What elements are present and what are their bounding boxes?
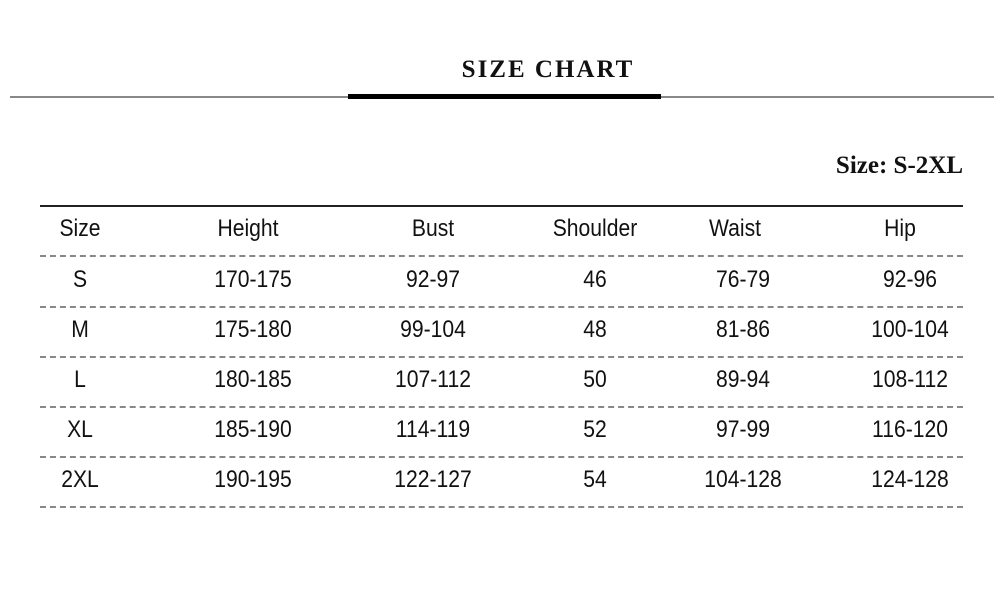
table-cell: 107-112 — [395, 366, 471, 393]
table-cell: 2XL — [61, 466, 99, 493]
table-cell: 185-190 — [214, 416, 292, 443]
table-row: XL 185-190 114-119 52 97-99 116-120 — [40, 406, 963, 458]
column-header: Bust — [411, 215, 455, 242]
table-cell: 50 — [583, 366, 607, 393]
column-header: Waist — [708, 215, 762, 242]
table-row: S 170-175 92-97 46 76-79 92-96 — [40, 256, 963, 308]
table-cell: 124-128 — [871, 466, 949, 493]
table-row: L 180-185 107-112 50 89-94 108-112 — [40, 356, 963, 408]
table-cell: 100-104 — [871, 316, 949, 343]
table-cell: 116-120 — [872, 416, 948, 443]
column-header: Hip — [884, 215, 916, 242]
table-cell: S — [72, 266, 88, 293]
table-cell: 97-99 — [715, 416, 771, 443]
table-cell: M — [71, 316, 89, 343]
size-range-label: Size: S-2XL — [835, 152, 963, 179]
table-cell: 92-97 — [405, 266, 461, 293]
table-cell: 175-180 — [214, 316, 292, 343]
table-top-rule — [40, 205, 963, 207]
table-cell: XL — [67, 416, 93, 443]
table-cell: 46 — [583, 266, 607, 293]
table-cell: 108-112 — [872, 366, 948, 393]
table-cell: 114-119 — [395, 416, 471, 443]
table-cell: 180-185 — [214, 366, 292, 393]
column-header: Size — [59, 215, 101, 242]
table-cell: 89-94 — [715, 366, 771, 393]
table-cell: 52 — [583, 416, 607, 443]
table-row: 2XL 190-195 122-127 54 104-128 124-128 — [40, 456, 963, 508]
table-header-row: Size Height Bust Shoulder Waist Hip — [40, 205, 963, 257]
table-cell: 76-79 — [715, 266, 771, 293]
table-cell: 81-86 — [715, 316, 771, 343]
column-header: Shoulder — [552, 215, 638, 242]
table-cell: 92-96 — [882, 266, 938, 293]
table-cell: 104-128 — [704, 466, 782, 493]
column-header: Height — [217, 215, 279, 242]
table-cell: 170-175 — [214, 266, 292, 293]
table-cell: L — [74, 366, 86, 393]
table-cell: 190-195 — [214, 466, 292, 493]
page-title: SIZE CHART — [461, 56, 635, 83]
table-cell: 122-127 — [394, 466, 472, 493]
table-cell: 48 — [583, 316, 607, 343]
table-cell: 54 — [583, 466, 607, 493]
table-row: M 175-180 99-104 48 81-86 100-104 — [40, 306, 963, 358]
title-underline — [348, 94, 661, 99]
table-cell: 99-104 — [400, 316, 466, 343]
